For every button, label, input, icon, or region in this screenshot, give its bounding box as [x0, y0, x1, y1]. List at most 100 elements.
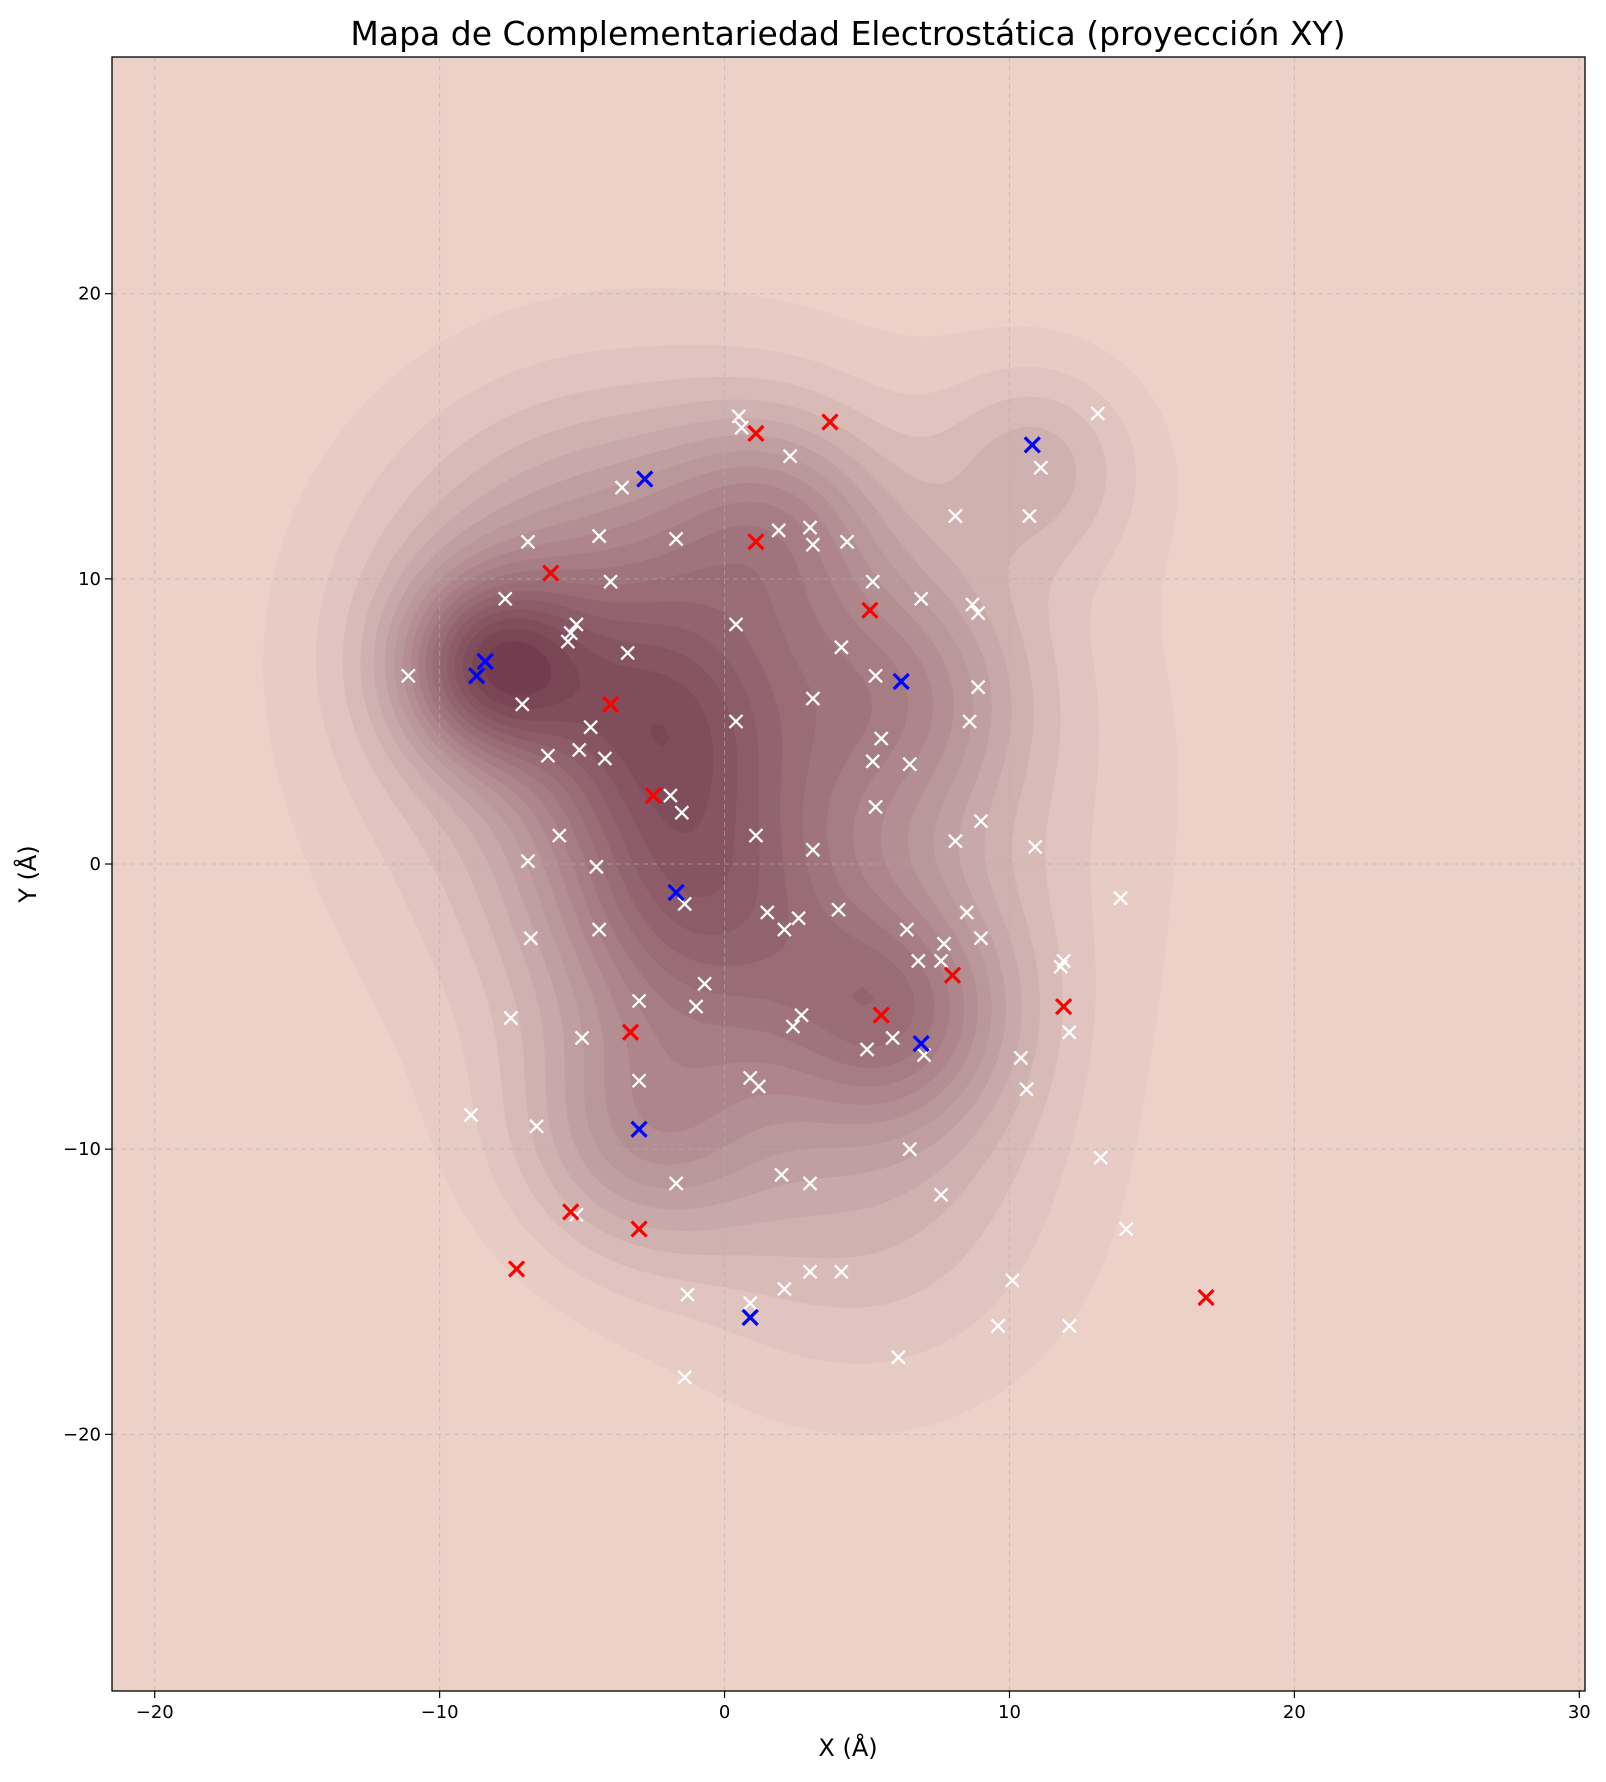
- scatter-point: [621, 1023, 640, 1041]
- scatter-point: [791, 910, 806, 926]
- scatter-point: [865, 574, 881, 590]
- scatter-point: [560, 634, 576, 649]
- scatter-point: [497, 591, 513, 607]
- scatter-point: [571, 742, 587, 758]
- scatter-point: [468, 667, 486, 685]
- scatter-point: [597, 751, 613, 766]
- scatter-point: [785, 1019, 801, 1034]
- y-tick-label: 10: [78, 569, 101, 590]
- plot-frame: [111, 56, 1586, 1692]
- scatter-markers: [400, 406, 1215, 1385]
- scatter-point: [400, 668, 416, 684]
- scatter-point: [1061, 1024, 1077, 1040]
- scatter-point: [777, 922, 792, 937]
- scatter-point: [603, 574, 618, 590]
- x-axis-label: X (Å): [818, 1733, 877, 1762]
- scatter-point: [868, 668, 883, 684]
- scatter-point: [1197, 1288, 1215, 1307]
- scatter-point: [1005, 1273, 1020, 1288]
- scatter-point: [805, 842, 821, 858]
- scatter-point: [631, 993, 647, 1009]
- scatter-point: [680, 1287, 695, 1302]
- scatter-point: [1023, 436, 1041, 454]
- scatter-point: [674, 805, 690, 821]
- scatter-point: [802, 520, 818, 535]
- y-tick-label: −10: [63, 1139, 101, 1160]
- scatter-point: [834, 1264, 849, 1280]
- scatter-point: [540, 748, 556, 763]
- scatter-point: [1113, 890, 1128, 906]
- scatter-point: [948, 833, 963, 849]
- scatter-point: [574, 1030, 590, 1046]
- scatter-point: [774, 1167, 789, 1183]
- scatter-point: [970, 605, 986, 621]
- scatter-point: [973, 930, 989, 946]
- scatter-point: [747, 424, 765, 443]
- scatter-point: [630, 1220, 648, 1238]
- scatter-point: [728, 617, 744, 632]
- scatter-point: [1118, 1221, 1134, 1237]
- scatter-point: [943, 966, 962, 984]
- scatter-point: [620, 645, 636, 661]
- scatter-point: [834, 639, 849, 655]
- density-contour: [263, 287, 1179, 1435]
- scatter-point: [859, 1042, 875, 1057]
- scatter-point: [552, 828, 567, 843]
- scatter-point: [644, 786, 662, 805]
- scatter-point: [821, 413, 839, 431]
- scatter-point: [1013, 1050, 1029, 1066]
- scatter-point: [476, 652, 494, 671]
- scatter-point: [868, 799, 883, 815]
- scatter-point: [668, 1176, 684, 1191]
- scatter-point: [865, 754, 881, 769]
- x-tick-label: 20: [1283, 1702, 1306, 1723]
- scatter-point: [970, 679, 986, 695]
- scatter-point: [805, 691, 821, 706]
- scatter-point: [873, 731, 889, 746]
- scatter-point: [1061, 1318, 1077, 1334]
- scatter-point: [463, 1107, 479, 1123]
- scatter-point: [731, 408, 747, 424]
- scatter-point: [892, 672, 910, 691]
- scatter-point: [965, 597, 980, 612]
- scatter-point: [910, 953, 926, 969]
- scatter-point: [902, 1141, 918, 1157]
- scatter-point: [591, 528, 607, 544]
- scatter-point: [520, 853, 536, 869]
- scatter-point: [520, 534, 536, 550]
- x-axis: −20 −10 0 10 20 30: [136, 1691, 1591, 1723]
- scatter-point: [933, 953, 949, 969]
- x-tick-label: −20: [136, 1702, 174, 1723]
- scatter-point: [1093, 1150, 1108, 1166]
- scatter-point: [583, 719, 598, 735]
- contour-band: [484, 641, 552, 696]
- scatter-point: [1090, 406, 1106, 421]
- scatter-point: [902, 756, 918, 772]
- scatter-point: [697, 976, 712, 992]
- x-tick-label: 10: [998, 1702, 1021, 1723]
- scatter-point: [891, 1350, 906, 1365]
- scatter-point: [885, 1030, 900, 1046]
- scatter-point: [936, 936, 952, 952]
- scatter-point: [1054, 997, 1073, 1016]
- y-axis: −20 −10 0 10 20: [63, 284, 112, 1445]
- scatter-point: [805, 537, 821, 552]
- scatter-point: [747, 533, 765, 551]
- scatter-point: [1033, 460, 1049, 475]
- scatter-point: [668, 531, 684, 547]
- scatter-point: [777, 1281, 792, 1297]
- scatter-point: [741, 1308, 759, 1327]
- scatter-point: [589, 859, 604, 875]
- scatter-point: [614, 480, 630, 495]
- scatter-point: [631, 1073, 647, 1089]
- scatter-point: [962, 714, 977, 729]
- x-tick-label: 30: [1568, 1702, 1591, 1723]
- scatter-point: [1022, 508, 1037, 524]
- chart-title: Mapa de Complementariedad Electrostática…: [350, 14, 1345, 53]
- scatter-point: [591, 922, 607, 937]
- scatter-point: [677, 896, 692, 912]
- scatter-point: [861, 601, 879, 619]
- scatter-point: [872, 1006, 890, 1024]
- scatter-point: [542, 564, 560, 582]
